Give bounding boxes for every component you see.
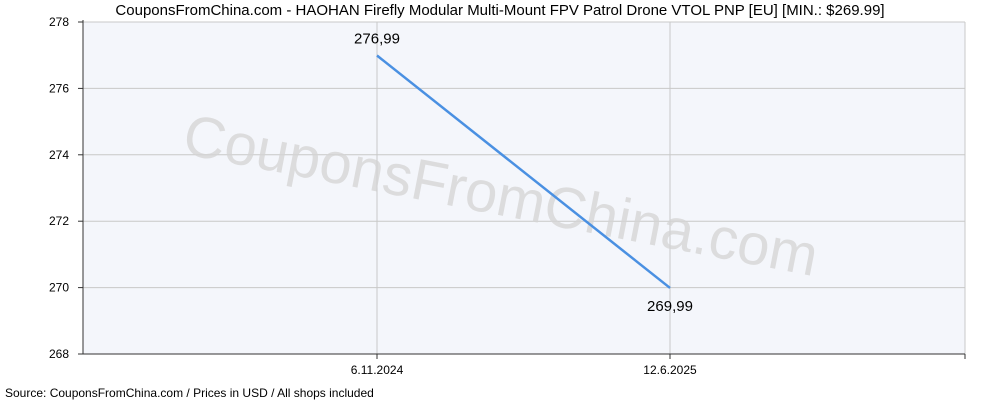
grid-lines (83, 21, 966, 355)
y-tick-label-0: 268 (49, 347, 69, 361)
chart-title: CouponsFromChina.com - HAOHAN Firefly Mo… (115, 2, 884, 19)
x-tick-label-1: 12.6.2025 (643, 363, 697, 377)
x-axis-ticks: 6.11.2024 12.6.2025 (351, 354, 966, 377)
y-tick-label-3: 274 (49, 148, 69, 162)
y-tick-label-4: 276 (49, 81, 69, 95)
series-group: 276,99 269,99 (354, 31, 693, 315)
y-axis-ticks: 268 270 272 274 276 278 (49, 15, 83, 361)
data-label-1: 269,99 (647, 298, 693, 315)
y-tick-label-5: 278 (49, 15, 69, 29)
y-tick-label-2: 272 (49, 214, 69, 228)
series-line-0 (376, 54, 671, 289)
y-tick-label-1: 270 (49, 281, 69, 295)
data-label-0: 276,99 (354, 31, 400, 48)
source-note: Source: CouponsFromChina.com / Prices in… (5, 386, 374, 400)
axes (82, 20, 965, 355)
plot-area (83, 22, 965, 354)
x-tick-label-0: 6.11.2024 (351, 363, 404, 377)
